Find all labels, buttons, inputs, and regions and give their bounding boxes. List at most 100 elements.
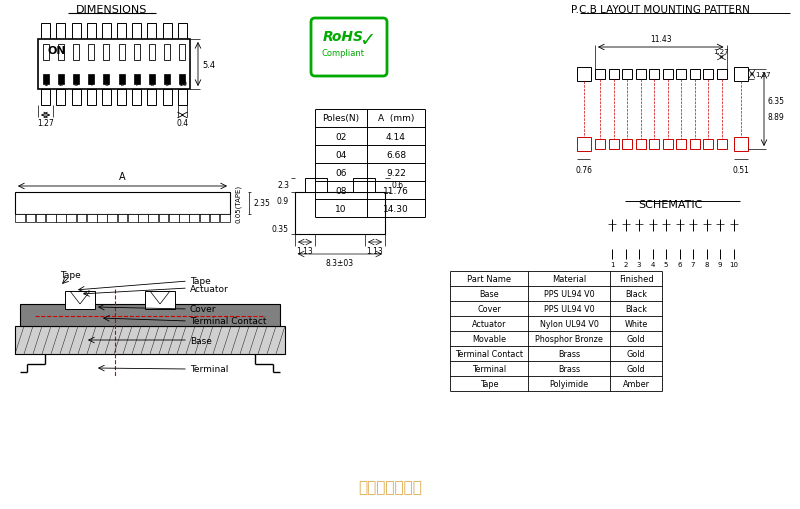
Text: 11.43: 11.43 (650, 35, 671, 44)
Text: Tape: Tape (190, 277, 210, 286)
Text: Terminal Contact: Terminal Contact (190, 317, 266, 326)
Text: Amber: Amber (622, 379, 650, 388)
Text: Tape: Tape (60, 270, 80, 279)
Text: White: White (624, 319, 648, 328)
Bar (56, 90, 66, 106)
Bar (595, 70, 605, 80)
Text: 3: 3 (637, 262, 642, 267)
Text: 0.76: 0.76 (575, 165, 593, 175)
Bar (690, 70, 699, 80)
Bar (676, 70, 686, 80)
Bar (88, 75, 94, 85)
Bar (158, 215, 168, 222)
Text: 08: 08 (335, 186, 346, 195)
Text: Gold: Gold (626, 349, 646, 358)
Bar (717, 140, 726, 150)
Bar (117, 90, 126, 106)
Bar (117, 24, 126, 40)
Text: 1.27: 1.27 (755, 72, 770, 78)
Text: 2.3: 2.3 (277, 181, 289, 190)
Bar (26, 215, 35, 222)
Bar (734, 68, 748, 82)
Bar (73, 45, 79, 61)
Bar (164, 75, 170, 85)
Text: 8.89: 8.89 (767, 114, 784, 122)
Bar (87, 215, 97, 222)
Bar (295, 192, 385, 235)
Bar (46, 215, 56, 222)
Bar (178, 24, 187, 40)
Bar (595, 140, 605, 150)
Bar (199, 215, 210, 222)
Bar (15, 326, 285, 354)
Bar (147, 24, 157, 40)
Text: Base: Base (190, 336, 212, 345)
Text: Brass: Brass (558, 364, 580, 373)
Text: 6: 6 (119, 81, 124, 87)
Bar (649, 70, 659, 80)
Text: Phosphor Bronze: Phosphor Bronze (535, 334, 603, 344)
Text: 10: 10 (729, 262, 738, 267)
Text: 2: 2 (623, 262, 628, 267)
Bar (15, 192, 230, 215)
Bar (15, 215, 25, 222)
Text: 02: 02 (335, 132, 346, 141)
Text: 2: 2 (58, 81, 63, 87)
Bar (132, 90, 142, 106)
Text: 8.3±03: 8.3±03 (326, 259, 354, 267)
Bar (635, 70, 646, 80)
FancyBboxPatch shape (311, 19, 387, 77)
Text: Material: Material (552, 274, 586, 284)
Bar (118, 215, 127, 222)
Bar (179, 45, 186, 61)
Text: 8: 8 (150, 81, 154, 87)
Text: Cover: Cover (190, 305, 217, 314)
Bar (164, 45, 170, 61)
Text: Finished: Finished (618, 274, 654, 284)
Text: Terminal Contact: Terminal Contact (455, 349, 523, 358)
Text: 0.4: 0.4 (176, 119, 189, 128)
Text: Nylon UL94 V0: Nylon UL94 V0 (539, 319, 598, 328)
Text: Movable: Movable (472, 334, 506, 344)
Text: Part Name: Part Name (467, 274, 511, 284)
Bar (149, 45, 155, 61)
Bar (56, 215, 66, 222)
Bar (71, 24, 81, 40)
Bar (42, 45, 49, 61)
Bar (41, 24, 50, 40)
Text: PPS UL94 V0: PPS UL94 V0 (544, 304, 594, 314)
Text: DIMENSIONS: DIMENSIONS (76, 5, 148, 15)
Text: 5: 5 (664, 262, 668, 267)
Bar (73, 75, 79, 85)
Bar (38, 40, 190, 90)
Bar (577, 138, 591, 152)
Bar (717, 70, 726, 80)
Bar (86, 24, 96, 40)
Text: 0.9: 0.9 (277, 196, 289, 205)
Bar (20, 304, 280, 326)
Bar (58, 45, 64, 61)
Text: 0.35: 0.35 (272, 225, 289, 234)
Bar (102, 24, 111, 40)
Bar (179, 215, 189, 222)
Bar (622, 140, 632, 150)
Bar (179, 75, 186, 85)
Text: 6.68: 6.68 (386, 150, 406, 159)
Text: 1: 1 (43, 81, 48, 87)
Text: 东莞市固德电子: 东莞市固德电子 (358, 479, 422, 495)
Text: 4: 4 (650, 262, 654, 267)
Text: 11.76: 11.76 (383, 186, 409, 195)
Text: 7: 7 (134, 81, 139, 87)
Text: 0.6: 0.6 (392, 181, 404, 190)
Bar (162, 24, 172, 40)
Text: 14.30: 14.30 (383, 204, 409, 213)
Bar (71, 90, 81, 106)
Bar (58, 75, 64, 85)
Bar (56, 24, 66, 40)
Text: Terminal: Terminal (472, 364, 506, 373)
Text: 3: 3 (74, 81, 78, 87)
Bar (102, 90, 111, 106)
Text: Terminal: Terminal (190, 365, 228, 374)
Text: Cover: Cover (477, 304, 501, 314)
Text: PPS UL94 V0: PPS UL94 V0 (544, 290, 594, 298)
